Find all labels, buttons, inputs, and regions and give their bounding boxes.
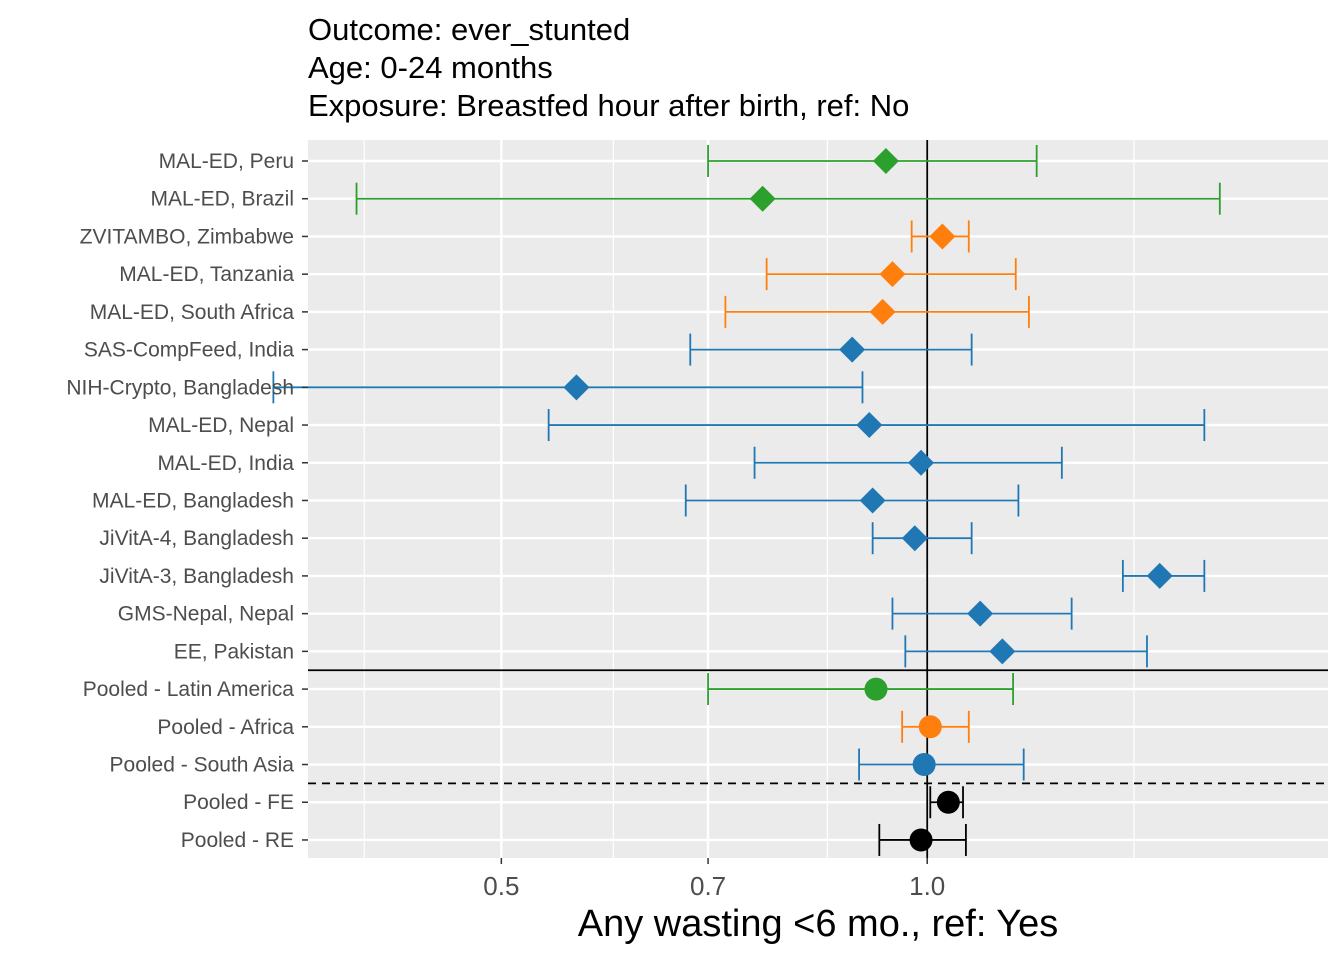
estimate-diamond xyxy=(869,298,896,325)
y-tick-label: MAL-ED, Peru xyxy=(159,150,294,173)
estimate-diamond xyxy=(872,148,899,174)
estimate-circle xyxy=(918,715,942,739)
y-tick-label: SAS-CompFeed, India xyxy=(84,339,294,362)
estimate-diamond xyxy=(1146,562,1173,589)
estimate-diamond xyxy=(901,525,928,552)
forest-row-mark xyxy=(871,522,973,555)
forest-row-mark xyxy=(753,446,1063,479)
forest-row-mark xyxy=(707,673,1014,706)
forest-row-mark xyxy=(272,371,864,404)
forest-row-mark xyxy=(878,823,967,856)
estimate-diamond xyxy=(908,449,935,476)
separator-layer xyxy=(308,669,1328,785)
forest-row-mark xyxy=(355,182,1221,215)
y-tick-label: MAL-ED, Brazil xyxy=(150,188,294,211)
y-tick-label: JiVitA-3, Bangladesh xyxy=(99,565,294,588)
y-tick-label: MAL-ED, South Africa xyxy=(90,301,295,324)
estimate-diamond xyxy=(929,223,956,250)
forest-row-mark xyxy=(707,145,1038,177)
forest-row-mark xyxy=(891,597,1073,630)
forest-row-mark xyxy=(547,409,1206,442)
title-line-3: Exposure: Breastfed hour after birth, re… xyxy=(308,88,909,123)
y-tick-label: EE, Pakistan xyxy=(174,640,294,663)
y-tick-label: ZVITAMBO, Zimbabwe xyxy=(80,225,294,248)
estimate-diamond xyxy=(749,185,776,212)
x-axis: 0.5 0.7 1.0 xyxy=(483,858,945,901)
y-tick-label: NIH-Crypto, Bangladesh xyxy=(66,376,294,399)
x-tick-label: 0.5 xyxy=(483,871,519,901)
estimate-circle xyxy=(864,677,888,701)
forest-row-mark xyxy=(689,333,973,366)
estimate-circle xyxy=(912,753,936,777)
forest-row-mark xyxy=(901,710,970,743)
estimate-diamond xyxy=(989,638,1016,665)
x-tick-label: 0.7 xyxy=(690,871,726,901)
estimate-diamond xyxy=(879,261,906,288)
y-tick-label: MAL-ED, India xyxy=(157,452,294,475)
forest-row-mark xyxy=(910,220,970,253)
estimate-circle xyxy=(909,828,933,852)
forest-row-mark xyxy=(724,295,1030,328)
y-tick-label: Pooled - FE xyxy=(183,791,294,814)
forest-row-mark xyxy=(858,748,1025,781)
y-tick-label: Pooled - South Asia xyxy=(110,754,295,777)
estimate-circle xyxy=(936,790,960,814)
title-line-1: Outcome: ever_stunted xyxy=(308,12,630,47)
y-tick-label: Pooled - Latin America xyxy=(83,678,295,701)
x-tick-label: 1.0 xyxy=(909,871,945,901)
forest-row-mark xyxy=(1121,559,1206,592)
y-tick-label: MAL-ED, Nepal xyxy=(148,414,294,437)
forest-row-mark xyxy=(684,484,1020,517)
y-tick-label: JiVitA-4, Bangladesh xyxy=(99,527,294,550)
y-tick-label: MAL-ED, Bangladesh xyxy=(92,489,294,512)
chart-title: Outcome: ever_stunted Age: 0-24 months E… xyxy=(308,12,909,123)
estimate-diamond xyxy=(859,487,886,514)
y-axis: MAL-ED, Peru MAL-ED, Brazil ZVITAMBO, Zimb… xyxy=(66,150,308,852)
y-tick-label: GMS-Nepal, Nepal xyxy=(118,603,294,626)
estimate-marks xyxy=(272,145,1221,856)
y-tick-label: MAL-ED, Tanzania xyxy=(119,263,294,286)
estimate-diamond xyxy=(839,336,866,363)
estimate-diamond xyxy=(856,412,883,439)
forest-row-mark xyxy=(929,786,964,819)
estimate-diamond xyxy=(563,374,590,401)
estimate-diamond xyxy=(967,600,994,627)
y-tick-label: Pooled - Africa xyxy=(157,716,294,739)
plot-panel xyxy=(308,140,1328,858)
x-axis-title: Any wasting <6 mo., ref: Yes xyxy=(578,903,1059,945)
forest-row-mark xyxy=(765,258,1017,291)
title-line-2: Age: 0-24 months xyxy=(308,50,553,85)
y-tick-label: Pooled - RE xyxy=(181,829,294,852)
forest-row-mark xyxy=(904,635,1148,668)
